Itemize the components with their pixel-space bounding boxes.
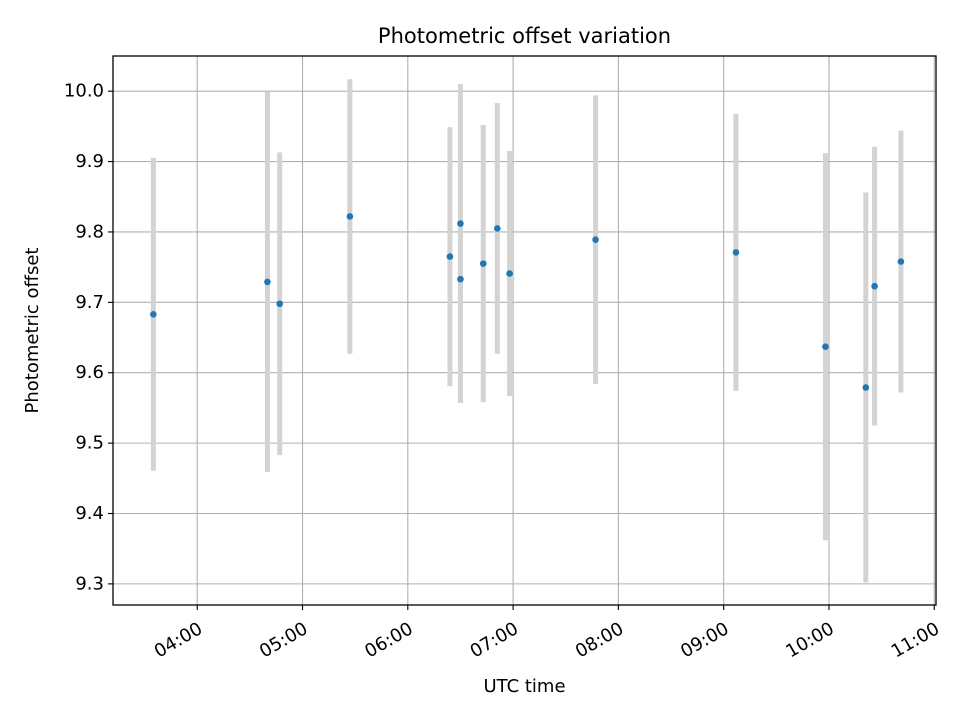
data-point <box>479 260 487 267</box>
data-points <box>150 213 905 391</box>
y-tick-label: 9.6 <box>75 362 104 383</box>
data-point <box>871 282 878 290</box>
data-point <box>862 384 870 391</box>
y-axis: 9.3 9.4 9.5 9.6 9.7 9.8 9.9 10.0 <box>64 81 113 594</box>
y-tick-label: 9.7 <box>75 292 104 313</box>
data-point <box>822 343 829 350</box>
plot-frame <box>112 55 937 606</box>
x-tick-label: 07:00 <box>467 618 522 662</box>
x-axis-title: UTC time <box>483 676 565 697</box>
data-point <box>732 249 740 256</box>
x-tick-label: 10:00 <box>782 618 837 662</box>
data-point <box>457 220 464 227</box>
data-point <box>592 236 599 244</box>
y-tick-label: 9.5 <box>75 433 104 454</box>
x-tick-label: 09:00 <box>677 618 732 662</box>
x-tick-label: 04:00 <box>151 618 206 662</box>
data-point <box>506 270 513 277</box>
x-tick-label: 11:00 <box>888 618 943 662</box>
data-point <box>276 300 284 308</box>
y-tick-label: 9.3 <box>75 573 104 594</box>
y-axis-title: Photometric offset <box>22 248 43 414</box>
y-tick-label: 10.0 <box>64 81 104 102</box>
y-tick-label: 9.8 <box>75 221 104 242</box>
data-point <box>897 258 905 265</box>
data-point <box>494 225 501 232</box>
x-axis: 04:00 05:00 06:00 07:00 08:00 09:00 10:00 11:00 <box>151 605 943 662</box>
y-tick-label: 9.9 <box>75 151 104 172</box>
chart-title: Photometric offset variation <box>378 24 671 48</box>
grid <box>113 56 936 605</box>
data-point <box>264 278 271 286</box>
y-tick-label: 9.4 <box>75 503 104 524</box>
data-point <box>457 275 464 283</box>
data-point <box>150 311 157 318</box>
x-tick-label: 08:00 <box>572 618 627 662</box>
data-point <box>346 213 354 220</box>
error-bars <box>150 79 904 583</box>
data-point <box>446 253 454 260</box>
x-tick-label: 05:00 <box>256 618 311 662</box>
x-tick-label: 06:00 <box>361 618 416 662</box>
